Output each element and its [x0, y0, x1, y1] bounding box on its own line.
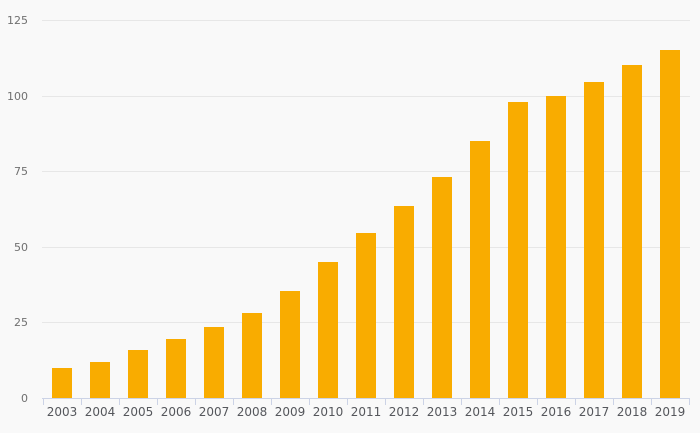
- bar-2017[interactable]: [584, 82, 604, 398]
- x-axis-tick-label-2016: 2016: [540, 405, 572, 419]
- bar-2003[interactable]: [52, 368, 72, 398]
- x-axis-tick: [233, 399, 234, 405]
- x-axis-tick: [347, 399, 348, 405]
- y-axis-tick-label-100: 100: [7, 90, 28, 103]
- bar-2009[interactable]: [280, 291, 300, 398]
- x-axis-tick-label-2018: 2018: [616, 405, 648, 419]
- x-axis-tick: [157, 399, 158, 405]
- x-axis-tick: [195, 399, 196, 405]
- bar-2006[interactable]: [166, 339, 186, 398]
- x-axis-tick-label-2011: 2011: [350, 405, 382, 419]
- x-axis-tick: [461, 399, 462, 405]
- x-axis-tick: [119, 399, 120, 405]
- x-axis-tick: [651, 399, 652, 405]
- x-axis-tick-label-2017: 2017: [578, 405, 610, 419]
- bar-2012[interactable]: [394, 206, 414, 398]
- bar-2015[interactable]: [508, 102, 528, 398]
- x-axis-tick-label-2013: 2013: [426, 405, 458, 419]
- x-axis-tick: [499, 399, 500, 405]
- y-axis-tick-label-75: 75: [14, 165, 28, 178]
- x-axis-tick-label-2008: 2008: [236, 405, 268, 419]
- bar-2011[interactable]: [356, 233, 376, 398]
- bar-2008[interactable]: [242, 313, 262, 398]
- bar-2019[interactable]: [660, 50, 680, 398]
- bar-2018[interactable]: [622, 65, 642, 398]
- x-axis-tick-label-2015: 2015: [502, 405, 534, 419]
- y-axis-tick-label-25: 25: [14, 316, 28, 329]
- y-axis-tick-label-50: 50: [14, 241, 28, 254]
- x-axis-tick: [689, 399, 690, 405]
- x-axis-tick-label-2003: 2003: [46, 405, 78, 419]
- x-axis-tick-label-2005: 2005: [122, 405, 154, 419]
- y-axis-tick-label-0: 0: [21, 392, 28, 405]
- x-axis-tick-label-2014: 2014: [464, 405, 496, 419]
- gridline-125: [42, 20, 690, 21]
- x-axis-tick-label-2006: 2006: [160, 405, 192, 419]
- x-axis-tick-label-2019: 2019: [654, 405, 686, 419]
- bar-2004[interactable]: [90, 362, 110, 398]
- y-axis-tick-label-125: 125: [7, 14, 28, 27]
- x-axis-tick-label-2010: 2010: [312, 405, 344, 419]
- x-axis-tick-label-2004: 2004: [84, 405, 116, 419]
- x-axis-tick: [309, 399, 310, 405]
- x-axis-tick: [613, 399, 614, 405]
- x-axis-tick: [385, 399, 386, 405]
- x-axis-tick: [537, 399, 538, 405]
- x-axis-tick-label-2009: 2009: [274, 405, 306, 419]
- x-axis-tick-label-2007: 2007: [198, 405, 230, 419]
- x-axis-tick: [423, 399, 424, 405]
- bar-2007[interactable]: [204, 327, 224, 398]
- x-axis-tick: [271, 399, 272, 405]
- x-axis-line: [42, 398, 690, 399]
- x-axis-tick: [81, 399, 82, 405]
- x-axis-tick: [575, 399, 576, 405]
- x-axis-tick-label-2012: 2012: [388, 405, 420, 419]
- bar-2013[interactable]: [432, 177, 452, 398]
- bar-2016[interactable]: [546, 96, 566, 398]
- bar-2005[interactable]: [128, 350, 148, 398]
- bar-2010[interactable]: [318, 262, 338, 398]
- bar-2014[interactable]: [470, 141, 490, 398]
- x-axis-tick: [43, 399, 44, 405]
